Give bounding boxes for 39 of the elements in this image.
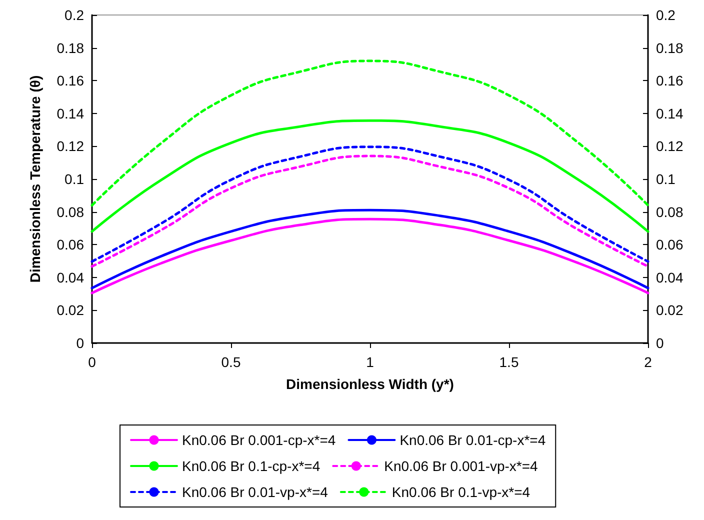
x-tick-label: 1.5 [499,354,519,370]
y-tick-label: 0.12 [56,138,84,154]
legend-label: Kn0.06 Br 0.1-vp-x*=4 [392,484,530,500]
x-axis-title: Dimensionless Width (y*) [286,376,454,392]
y-tick-label: 0.14 [56,105,84,122]
y2-tick-label: 0.08 [656,204,684,220]
x-tick-label: 1 [366,354,374,370]
y-tick-label: 0.2 [64,7,84,23]
y2-tick-label: 0.2 [656,7,676,23]
y-tick-label: 0.08 [56,204,84,220]
y2-tick-label: 0.1 [656,171,676,187]
legend-label: Kn0.06 Br 0.01-vp-x*=4 [182,484,328,500]
y-tick-label: 0.18 [56,40,84,56]
y2-tick-label: 0.06 [656,236,684,253]
y-tick-label: 0.02 [56,302,84,318]
y2-tick-label: 0.04 [656,269,684,286]
y2-tick-label: 0.12 [656,138,684,154]
line-series [90,119,650,233]
legend-label: Kn0.06 Br 0.01-cp-x*=4 [400,432,546,448]
x-tick-label: 0 [88,354,96,370]
line-series [90,60,650,206]
y2-tick-label: 0.18 [656,40,684,56]
y2-tick-label: 0.16 [656,72,684,89]
y2-tick-label: 0 [656,335,664,351]
line-series [90,218,650,294]
y-tick-label: 0.04 [56,269,84,286]
y-tick-label: 0 [76,335,84,351]
y-tick-label: 0.1 [64,171,84,187]
x-tick-label: 0.5 [221,354,241,370]
legend-label: Kn0.06 Br 0.001-cp-x*=4 [182,432,336,448]
legend-label: Kn0.06 Br 0.001-vp-x*=4 [384,458,538,474]
legend-label: Kn0.06 Br 0.1-cp-x*=4 [182,458,320,474]
y-axis-title: Dimensionless Temperature (θ) [27,75,43,283]
y2-tick-label: 0.14 [656,105,684,122]
y-tick-label: 0.06 [56,236,84,253]
y2-tick-label: 0.02 [656,302,684,318]
line-series [90,208,650,290]
y-tick-label: 0.16 [56,72,84,89]
x-tick-label: 2 [644,354,652,370]
